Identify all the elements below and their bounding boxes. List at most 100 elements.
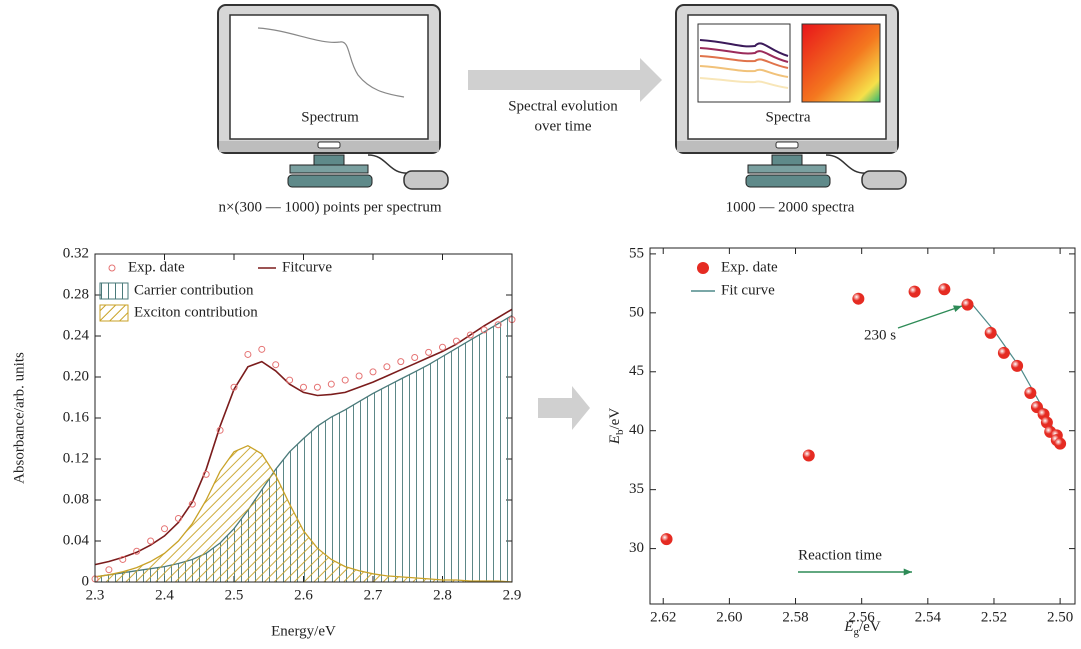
annotation: Reaction time [798, 547, 882, 563]
data-point [272, 361, 280, 369]
caption: 1000 — 2000 spectra [726, 199, 855, 215]
legend-label: Exp. date [721, 259, 778, 275]
y-tick-label: 55 [629, 245, 644, 261]
legend-marker [108, 264, 116, 272]
y-tick-label: 0.28 [63, 286, 89, 302]
legend-marker [697, 262, 709, 274]
x-tick-label: 2.58 [782, 609, 808, 625]
x-tick-label: 2.52 [981, 609, 1007, 625]
arrow-label: Spectral evolution [508, 98, 618, 114]
axis-label-sub: b [614, 429, 626, 435]
legend-label: Exp. date [128, 259, 185, 275]
data-point [1024, 386, 1037, 399]
data-point [119, 555, 127, 563]
data-point [802, 449, 815, 462]
data-point [105, 566, 113, 574]
data-point [230, 383, 238, 391]
plot-frame [94, 253, 513, 583]
data-point [161, 525, 168, 533]
data-point [1011, 359, 1024, 372]
thumbnail-curve [257, 27, 405, 98]
y-tick-label: 0.24 [63, 327, 90, 343]
x-tick-label: 2.56 [849, 609, 876, 625]
data-point [411, 354, 419, 362]
fit-line [94, 308, 513, 566]
legend-label: Fitcurve [282, 259, 332, 275]
data-point [397, 358, 405, 366]
data-point [327, 380, 335, 388]
x-tick-label: 2.6 [294, 587, 313, 603]
flow-arrow [538, 386, 590, 430]
axis-label: Eg/eV [843, 619, 880, 637]
data-point [313, 383, 321, 391]
data-point [286, 376, 294, 384]
annotation-arrow [897, 305, 963, 329]
y-tick-label: 0.32 [63, 245, 89, 261]
y-tick-label: 0 [82, 573, 90, 589]
axis-label-symbol: E [607, 435, 623, 445]
x-tick-label: 2.5 [225, 587, 244, 603]
data-point [216, 426, 224, 434]
y-tick-label: 0.12 [63, 450, 89, 466]
y-tick-label: 30 [629, 540, 644, 556]
y-tick-label: 50 [629, 304, 644, 320]
x-tick-label: 2.7 [364, 587, 383, 603]
axis-label: Eb/eV [607, 408, 625, 445]
arrow-label: over time [534, 118, 591, 134]
x-tick-label: 2.62 [650, 609, 676, 625]
monitor [217, 4, 449, 190]
screen-label: Spectrum [301, 109, 359, 125]
data-point [961, 298, 974, 311]
legend-swatch [99, 304, 129, 322]
x-axis-label: Energy/eV [271, 623, 336, 639]
data-point [466, 331, 474, 339]
annotation-arrowhead [903, 568, 912, 576]
data-point [244, 350, 252, 358]
x-tick-label: 2.50 [1047, 609, 1073, 625]
data-point [660, 533, 673, 546]
data-point [997, 346, 1010, 359]
chart: 0 0.04 0.08 0.12 0.16 0.20 0.24 0.28 0.32 2.3 2.4 2… [11, 245, 521, 639]
data-point [452, 337, 460, 345]
screen-label: Spectra [766, 109, 811, 125]
axis-label-unit: /eV [607, 408, 623, 430]
data-point [439, 343, 446, 351]
annotation-arrowhead [953, 305, 962, 313]
x-tick-label: 2.3 [86, 587, 105, 603]
data-point [258, 345, 266, 353]
data-point [984, 326, 997, 339]
y-tick-label: 0.20 [63, 368, 89, 384]
area-outline [94, 444, 513, 583]
y-axis-label: Absorbance/arb. units [11, 352, 27, 484]
data-point [480, 326, 488, 334]
axis-label-sub: g [854, 626, 860, 638]
annotation: 230 s [864, 327, 896, 343]
x-tick-label: 2.4 [155, 587, 174, 603]
data-point [425, 348, 433, 356]
data-point [852, 292, 865, 305]
y-tick-label: 0.16 [63, 409, 90, 425]
data-point [383, 363, 391, 371]
data-point [188, 500, 196, 508]
data-point [355, 372, 363, 380]
data-point [147, 537, 155, 545]
axis-label-unit: /eV [859, 619, 881, 635]
x-tick-label: 2.8 [433, 587, 452, 603]
legend-swatch [99, 282, 129, 300]
hatch-fill [95, 315, 512, 582]
data-point [494, 321, 502, 329]
plot-frame [649, 247, 1076, 605]
axis-label-symbol: E [843, 619, 853, 635]
data-point [369, 368, 377, 376]
data-point [938, 283, 951, 296]
data-point [908, 285, 921, 298]
legend-label: Exciton contribution [134, 304, 258, 320]
data-point [300, 383, 307, 391]
y-tick-label: 45 [629, 363, 644, 379]
data-point [174, 514, 182, 522]
data-point [202, 470, 210, 478]
flow-arrow [468, 58, 662, 102]
data-point [133, 547, 141, 555]
x-tick-label: 2.60 [716, 609, 742, 625]
